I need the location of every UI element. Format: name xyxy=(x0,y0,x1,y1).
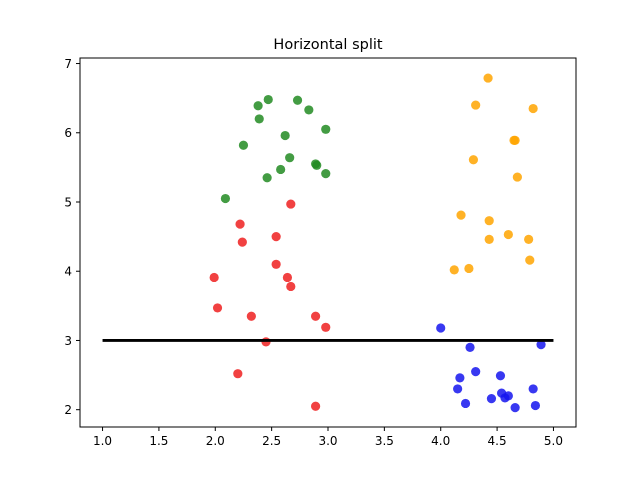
data-point xyxy=(237,237,247,247)
data-point xyxy=(254,114,264,124)
data-point xyxy=(209,272,219,283)
data-point xyxy=(311,311,321,321)
data-point xyxy=(276,164,286,175)
x-tick-label: 1.0 xyxy=(93,434,112,448)
data-point xyxy=(311,401,321,411)
x-tick-label: 2.5 xyxy=(262,434,281,448)
data-point xyxy=(449,265,459,275)
data-point xyxy=(536,340,546,350)
data-point xyxy=(464,263,474,274)
y-axis: 2 3 4 5 6 7 xyxy=(64,57,80,417)
data-point xyxy=(471,100,481,110)
data-point xyxy=(321,322,331,332)
data-point xyxy=(285,153,295,163)
data-point xyxy=(455,373,465,383)
data-point xyxy=(483,73,493,83)
data-point xyxy=(510,135,520,145)
data-point xyxy=(528,384,538,394)
points-layer xyxy=(209,73,546,413)
data-point xyxy=(271,259,281,269)
x-tick-label: 1.5 xyxy=(149,434,168,448)
x-tick-label: 5.0 xyxy=(544,434,563,448)
data-point xyxy=(528,103,538,114)
data-point xyxy=(512,172,522,182)
data-point xyxy=(453,384,463,394)
data-point xyxy=(471,367,481,377)
data-point xyxy=(235,219,245,229)
data-point xyxy=(246,311,256,321)
data-point xyxy=(495,371,506,381)
data-point xyxy=(238,140,249,150)
data-point xyxy=(525,255,535,265)
data-point xyxy=(484,216,494,226)
data-point xyxy=(280,130,290,141)
x-tick-label: 2.0 xyxy=(206,434,225,448)
data-point xyxy=(510,403,520,413)
y-tick-label: 3 xyxy=(64,334,72,348)
y-tick-label: 5 xyxy=(64,195,72,209)
data-point xyxy=(503,229,513,240)
data-point xyxy=(292,95,303,105)
data-point xyxy=(304,105,314,115)
y-tick-label: 7 xyxy=(64,57,72,71)
data-point xyxy=(286,199,296,209)
y-tick-label: 6 xyxy=(64,126,72,140)
x-axis: 1.0 1.5 2.0 2.5 3.0 3.5 4.0 4.5 5.0 xyxy=(93,427,563,448)
data-point xyxy=(486,394,497,404)
x-tick-label: 4.5 xyxy=(488,434,507,448)
data-point xyxy=(286,281,296,292)
data-point xyxy=(321,124,331,134)
y-tick-label: 4 xyxy=(64,265,72,279)
x-tick-label: 3.5 xyxy=(375,434,394,448)
data-point xyxy=(312,160,322,170)
data-point xyxy=(321,169,331,179)
data-point xyxy=(271,232,281,242)
data-point xyxy=(468,155,479,165)
data-point xyxy=(465,342,475,352)
data-point xyxy=(456,210,466,220)
data-point xyxy=(212,303,223,313)
data-point xyxy=(262,173,272,183)
x-tick-label: 3.0 xyxy=(318,434,337,448)
data-point xyxy=(282,272,293,283)
data-point xyxy=(484,234,494,244)
data-point xyxy=(263,94,273,105)
x-tick-label: 4.0 xyxy=(431,434,450,448)
data-point xyxy=(460,398,471,409)
data-point xyxy=(220,193,231,204)
data-point xyxy=(530,400,541,411)
data-point xyxy=(436,323,446,333)
data-point xyxy=(233,369,243,379)
data-point xyxy=(524,234,534,244)
y-tick-label: 2 xyxy=(64,403,72,417)
data-point xyxy=(500,393,510,403)
data-point xyxy=(253,101,263,111)
chart-title: Horizontal split xyxy=(273,37,382,53)
